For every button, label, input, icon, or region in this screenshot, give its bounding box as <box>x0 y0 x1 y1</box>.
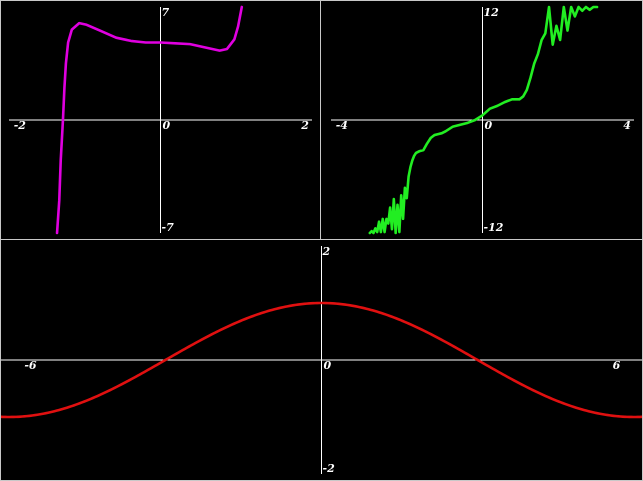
chart-cosine: -6 0 6 2 -2 <box>1 245 642 475</box>
series-line <box>368 5 599 235</box>
chart-panel-top-right: -4 0 4 12 -12 <box>320 0 643 240</box>
x-tick-label: -4 <box>336 119 348 132</box>
x-tick-label: 6 <box>613 359 621 372</box>
chart-oscillating: -4 0 4 12 -12 <box>331 5 634 235</box>
x-tick-label: -2 <box>14 119 27 132</box>
y-tick-label: 12 <box>484 6 500 19</box>
y-tick-label: -2 <box>323 462 336 475</box>
y-tick-label: 2 <box>322 245 331 258</box>
x-tick-label: 0 <box>485 119 493 132</box>
series-line <box>55 5 244 235</box>
x-tick-label: 4 <box>623 119 631 132</box>
y-tick-label: -7 <box>162 221 175 234</box>
series-line <box>1 301 642 419</box>
y-tick-label: 7 <box>162 6 170 19</box>
x-tick-label: 0 <box>163 119 171 132</box>
y-tick-label: -12 <box>484 221 504 234</box>
x-tick-label: 0 <box>324 359 332 372</box>
chart-panel-top-left: -2 0 2 7 -7 <box>0 0 321 240</box>
x-tick-label: 2 <box>300 119 309 132</box>
chart-panel-bottom: -6 0 6 2 -2 <box>0 239 643 481</box>
chart-polynomial: -2 0 2 7 -7 <box>9 5 312 235</box>
x-tick-label: -6 <box>24 359 37 372</box>
